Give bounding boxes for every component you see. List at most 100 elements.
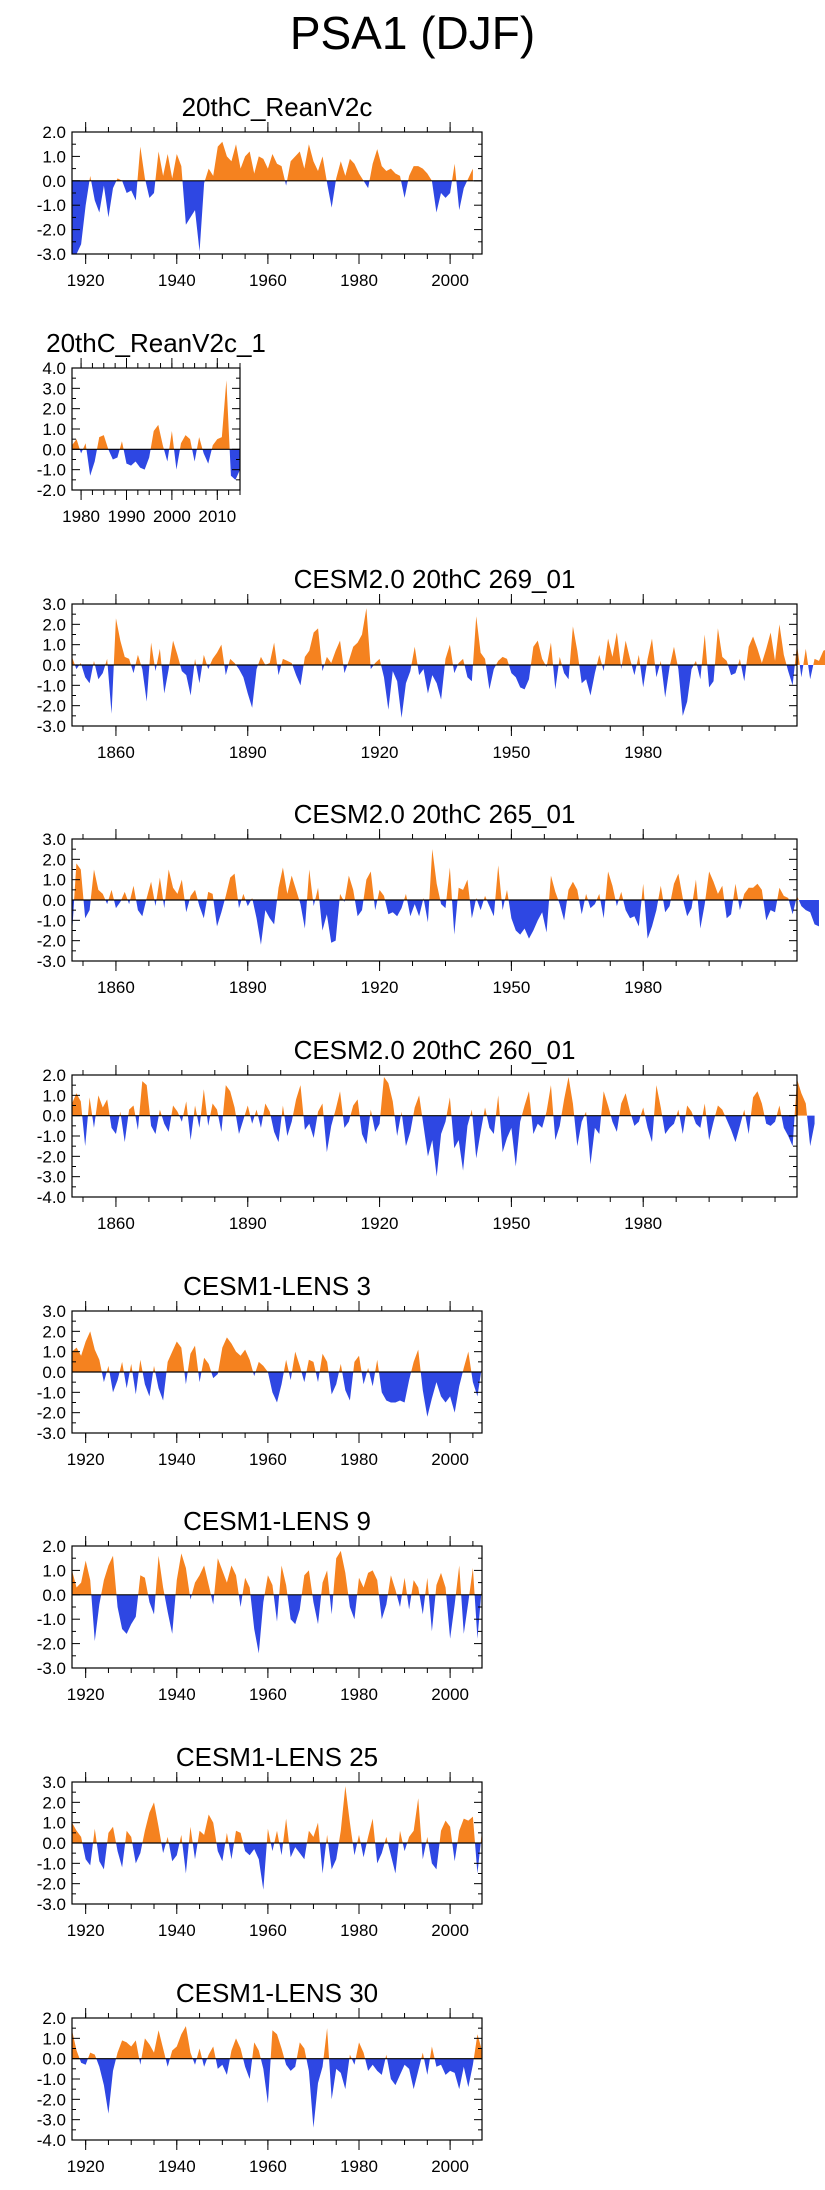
x-tick-label: 1950: [492, 978, 530, 997]
y-tick-label: -1.0: [37, 2070, 66, 2089]
x-tick-label: 1980: [340, 1921, 378, 1940]
y-tick-label: -2.0: [37, 1147, 66, 1166]
y-tick-label: -4.0: [37, 2131, 66, 2150]
positive-area: [72, 1786, 482, 1843]
negative-area: [72, 1115, 815, 1177]
x-tick-label: 1980: [624, 743, 662, 762]
y-tick-label: -1.0: [37, 196, 66, 215]
y-tick-label: 2.0: [42, 615, 66, 634]
y-tick-label: -2.0: [37, 2090, 66, 2109]
y-tick-label: 2.0: [42, 123, 66, 142]
y-tick-label: 2.0: [42, 1793, 66, 1812]
y-tick-label: 2.0: [42, 1537, 66, 1556]
x-tick-label: 1940: [158, 1450, 196, 1469]
x-tick-label: 1990: [108, 507, 146, 526]
y-tick-label: -1.0: [37, 911, 66, 930]
panel-title: CESM2.0 20thC 269_01: [294, 564, 576, 594]
y-tick-label: -3.0: [37, 1168, 66, 1187]
x-tick-label: 1960: [249, 271, 287, 290]
y-tick-label: 2.0: [42, 400, 66, 419]
x-tick-label: 1960: [249, 2157, 287, 2176]
x-tick-label: 1940: [158, 1921, 196, 1940]
negative-area: [72, 1843, 482, 1890]
y-tick-label: -4.0: [37, 1188, 66, 1207]
y-tick-label: -1.0: [37, 1127, 66, 1146]
x-tick-label: 1920: [67, 2157, 105, 2176]
panel-title: CESM1-LENS 9: [183, 1506, 371, 1536]
y-tick-label: -3.0: [37, 1424, 66, 1443]
positive-area: [72, 1331, 482, 1372]
y-tick-label: 0.0: [42, 172, 66, 191]
positive-area: [72, 1077, 815, 1116]
negative-area: [72, 665, 825, 718]
negative-area: [72, 449, 240, 480]
positive-area: [72, 608, 825, 665]
y-tick-label: -1.0: [37, 1854, 66, 1873]
y-tick-label: 1.0: [42, 1561, 66, 1580]
y-tick-label: -1.0: [37, 461, 66, 480]
x-tick-label: 1950: [492, 1214, 530, 1233]
y-tick-label: -2.0: [37, 697, 66, 716]
panel-title: 20thC_ReanV2c: [182, 92, 373, 122]
x-tick-label: 1980: [340, 271, 378, 290]
x-tick-label: 2000: [431, 1921, 469, 1940]
y-tick-label: 1.0: [42, 871, 66, 890]
y-tick-label: 1.0: [42, 1343, 66, 1362]
x-tick-label: 1860: [97, 743, 135, 762]
y-tick-label: -3.0: [37, 2111, 66, 2130]
negative-area: [72, 180, 473, 254]
y-tick-label: 1.0: [42, 1086, 66, 1105]
y-tick-label: -3.0: [37, 1895, 66, 1914]
y-tick-label: -3.0: [37, 717, 66, 736]
x-tick-label: 1980: [62, 507, 100, 526]
y-tick-label: 0.0: [42, 656, 66, 675]
y-tick-label: 1.0: [42, 420, 66, 439]
y-tick-label: 3.0: [42, 1302, 66, 1321]
y-tick-label: 2.0: [42, 1066, 66, 1085]
y-tick-label: 3.0: [42, 379, 66, 398]
y-tick-label: 1.0: [42, 147, 66, 166]
x-tick-label: 1940: [158, 1685, 196, 1704]
y-tick-label: 2.0: [42, 850, 66, 869]
positive-area: [72, 849, 819, 900]
x-tick-label: 1920: [67, 271, 105, 290]
y-tick-label: -2.0: [37, 1875, 66, 1894]
positive-area: [72, 141, 473, 181]
y-tick-label: 0.0: [42, 1834, 66, 1853]
x-tick-label: 1890: [229, 978, 267, 997]
y-tick-label: 0.0: [42, 440, 66, 459]
x-tick-label: 1980: [624, 1214, 662, 1233]
y-tick-label: -1.0: [37, 1383, 66, 1402]
x-tick-label: 1960: [249, 1685, 287, 1704]
y-tick-label: 0.0: [42, 1586, 66, 1605]
x-tick-label: 1980: [340, 1450, 378, 1469]
x-tick-label: 1940: [158, 2157, 196, 2176]
x-tick-label: 1860: [97, 978, 135, 997]
y-tick-label: -2.0: [37, 1635, 66, 1654]
panel-title: CESM1-LENS 25: [176, 1742, 378, 1772]
panel-title: CESM2.0 20thC 260_01: [294, 1035, 576, 1065]
negative-area: [72, 1372, 482, 1417]
x-tick-label: 1920: [361, 978, 399, 997]
y-tick-label: -1.0: [37, 676, 66, 695]
figure-title: PSA1 (DJF): [289, 7, 536, 59]
x-tick-label: 1940: [158, 271, 196, 290]
x-tick-label: 1980: [340, 1685, 378, 1704]
negative-area: [72, 2058, 482, 2128]
x-tick-label: 1980: [340, 2157, 378, 2176]
y-tick-label: -2.0: [37, 932, 66, 951]
x-tick-label: 1920: [361, 743, 399, 762]
positive-area: [72, 1550, 482, 1595]
x-tick-label: 1950: [492, 743, 530, 762]
y-tick-label: -3.0: [37, 952, 66, 971]
x-tick-label: 1860: [97, 1214, 135, 1233]
y-tick-label: -2.0: [37, 1404, 66, 1423]
y-tick-label: 0.0: [42, 891, 66, 910]
y-tick-label: 2.0: [42, 2009, 66, 2028]
x-tick-label: 1920: [67, 1685, 105, 1704]
chart-panel-3: 3.02.0 1.00.0-1.0 -2.0-3.0 1860 1890 1920 1950…: [37, 799, 819, 997]
x-tick-label: 1920: [67, 1921, 105, 1940]
